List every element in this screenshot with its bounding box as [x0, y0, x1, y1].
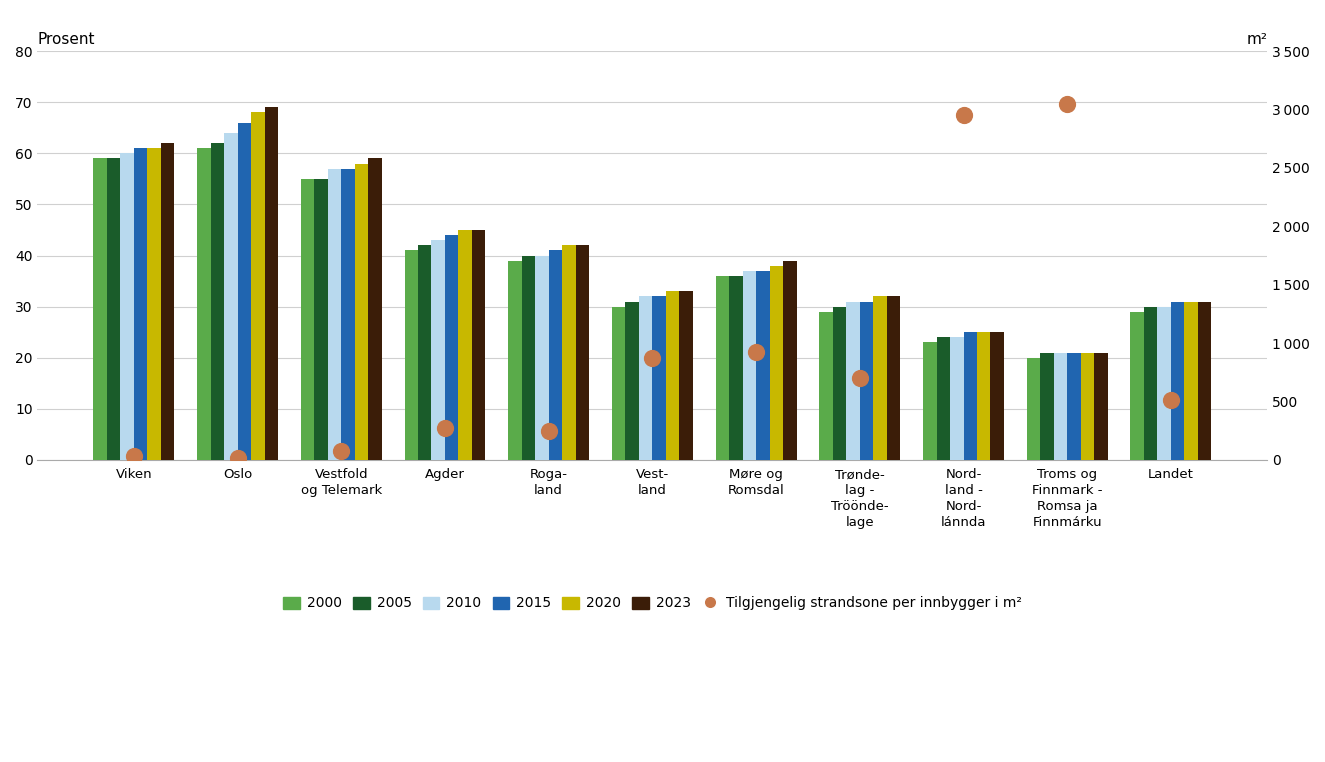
Bar: [639, 296, 652, 460]
Bar: [522, 255, 535, 460]
Bar: [327, 168, 342, 460]
Bar: [121, 153, 134, 460]
Bar: [991, 332, 1004, 460]
Bar: [368, 158, 382, 460]
Bar: [509, 261, 522, 460]
Bar: [886, 296, 900, 460]
Bar: [314, 179, 327, 460]
Tilgjengelig strandsone per innbygger i m²: [538, 425, 559, 437]
Bar: [224, 133, 237, 460]
Bar: [342, 168, 355, 460]
Bar: [716, 276, 729, 460]
Bar: [1171, 302, 1185, 460]
Bar: [963, 332, 977, 460]
Legend: 2000, 2005, 2010, 2015, 2020, 2023, Tilgjengelig strandsone per innbygger i m²: 2000, 2005, 2010, 2015, 2020, 2023, Tilg…: [277, 590, 1028, 617]
Bar: [355, 164, 368, 460]
Bar: [680, 291, 693, 460]
Bar: [1198, 302, 1211, 460]
Bar: [1130, 312, 1143, 460]
Bar: [250, 113, 265, 460]
Bar: [652, 296, 666, 460]
Bar: [575, 245, 590, 460]
Bar: [1040, 353, 1053, 460]
Bar: [1158, 306, 1171, 460]
Bar: [265, 107, 278, 460]
Bar: [93, 158, 107, 460]
Bar: [562, 245, 575, 460]
Bar: [417, 245, 432, 460]
Bar: [404, 251, 417, 460]
Tilgjengelig strandsone per innbygger i m²: [953, 109, 974, 121]
Bar: [1081, 353, 1094, 460]
Tilgjengelig strandsone per innbygger i m²: [1161, 394, 1182, 406]
Tilgjengelig strandsone per innbygger i m²: [746, 347, 767, 359]
Text: m²: m²: [1247, 32, 1267, 47]
Bar: [873, 296, 886, 460]
Tilgjengelig strandsone per innbygger i m²: [849, 372, 871, 384]
Bar: [535, 255, 549, 460]
Bar: [977, 332, 991, 460]
Bar: [432, 240, 445, 460]
Bar: [612, 306, 625, 460]
Tilgjengelig strandsone per innbygger i m²: [123, 450, 144, 463]
Bar: [757, 271, 770, 460]
Bar: [197, 148, 211, 460]
Bar: [729, 276, 742, 460]
Bar: [819, 312, 833, 460]
Bar: [134, 148, 147, 460]
Tilgjengelig strandsone per innbygger i m²: [641, 352, 662, 364]
Bar: [1143, 306, 1158, 460]
Bar: [211, 143, 224, 460]
Bar: [924, 342, 937, 460]
Bar: [742, 271, 757, 460]
Bar: [937, 338, 950, 460]
Bar: [107, 158, 121, 460]
Bar: [160, 143, 175, 460]
Tilgjengelig strandsone per innbygger i m²: [435, 422, 456, 434]
Bar: [770, 266, 783, 460]
Bar: [549, 251, 562, 460]
Bar: [445, 235, 458, 460]
Bar: [1067, 353, 1081, 460]
Bar: [950, 338, 963, 460]
Bar: [1094, 353, 1108, 460]
Bar: [237, 123, 250, 460]
Bar: [666, 291, 680, 460]
Bar: [833, 306, 847, 460]
Bar: [1027, 357, 1040, 460]
Bar: [1053, 353, 1067, 460]
Bar: [847, 302, 860, 460]
Bar: [860, 302, 873, 460]
Bar: [625, 302, 639, 460]
Tilgjengelig strandsone per innbygger i m²: [227, 452, 248, 464]
Text: Prosent: Prosent: [37, 32, 95, 47]
Tilgjengelig strandsone per innbygger i m²: [331, 445, 352, 457]
Bar: [458, 230, 472, 460]
Tilgjengelig strandsone per innbygger i m²: [1056, 98, 1077, 110]
Bar: [783, 261, 796, 460]
Bar: [147, 148, 160, 460]
Bar: [1185, 302, 1198, 460]
Bar: [301, 179, 314, 460]
Bar: [472, 230, 485, 460]
